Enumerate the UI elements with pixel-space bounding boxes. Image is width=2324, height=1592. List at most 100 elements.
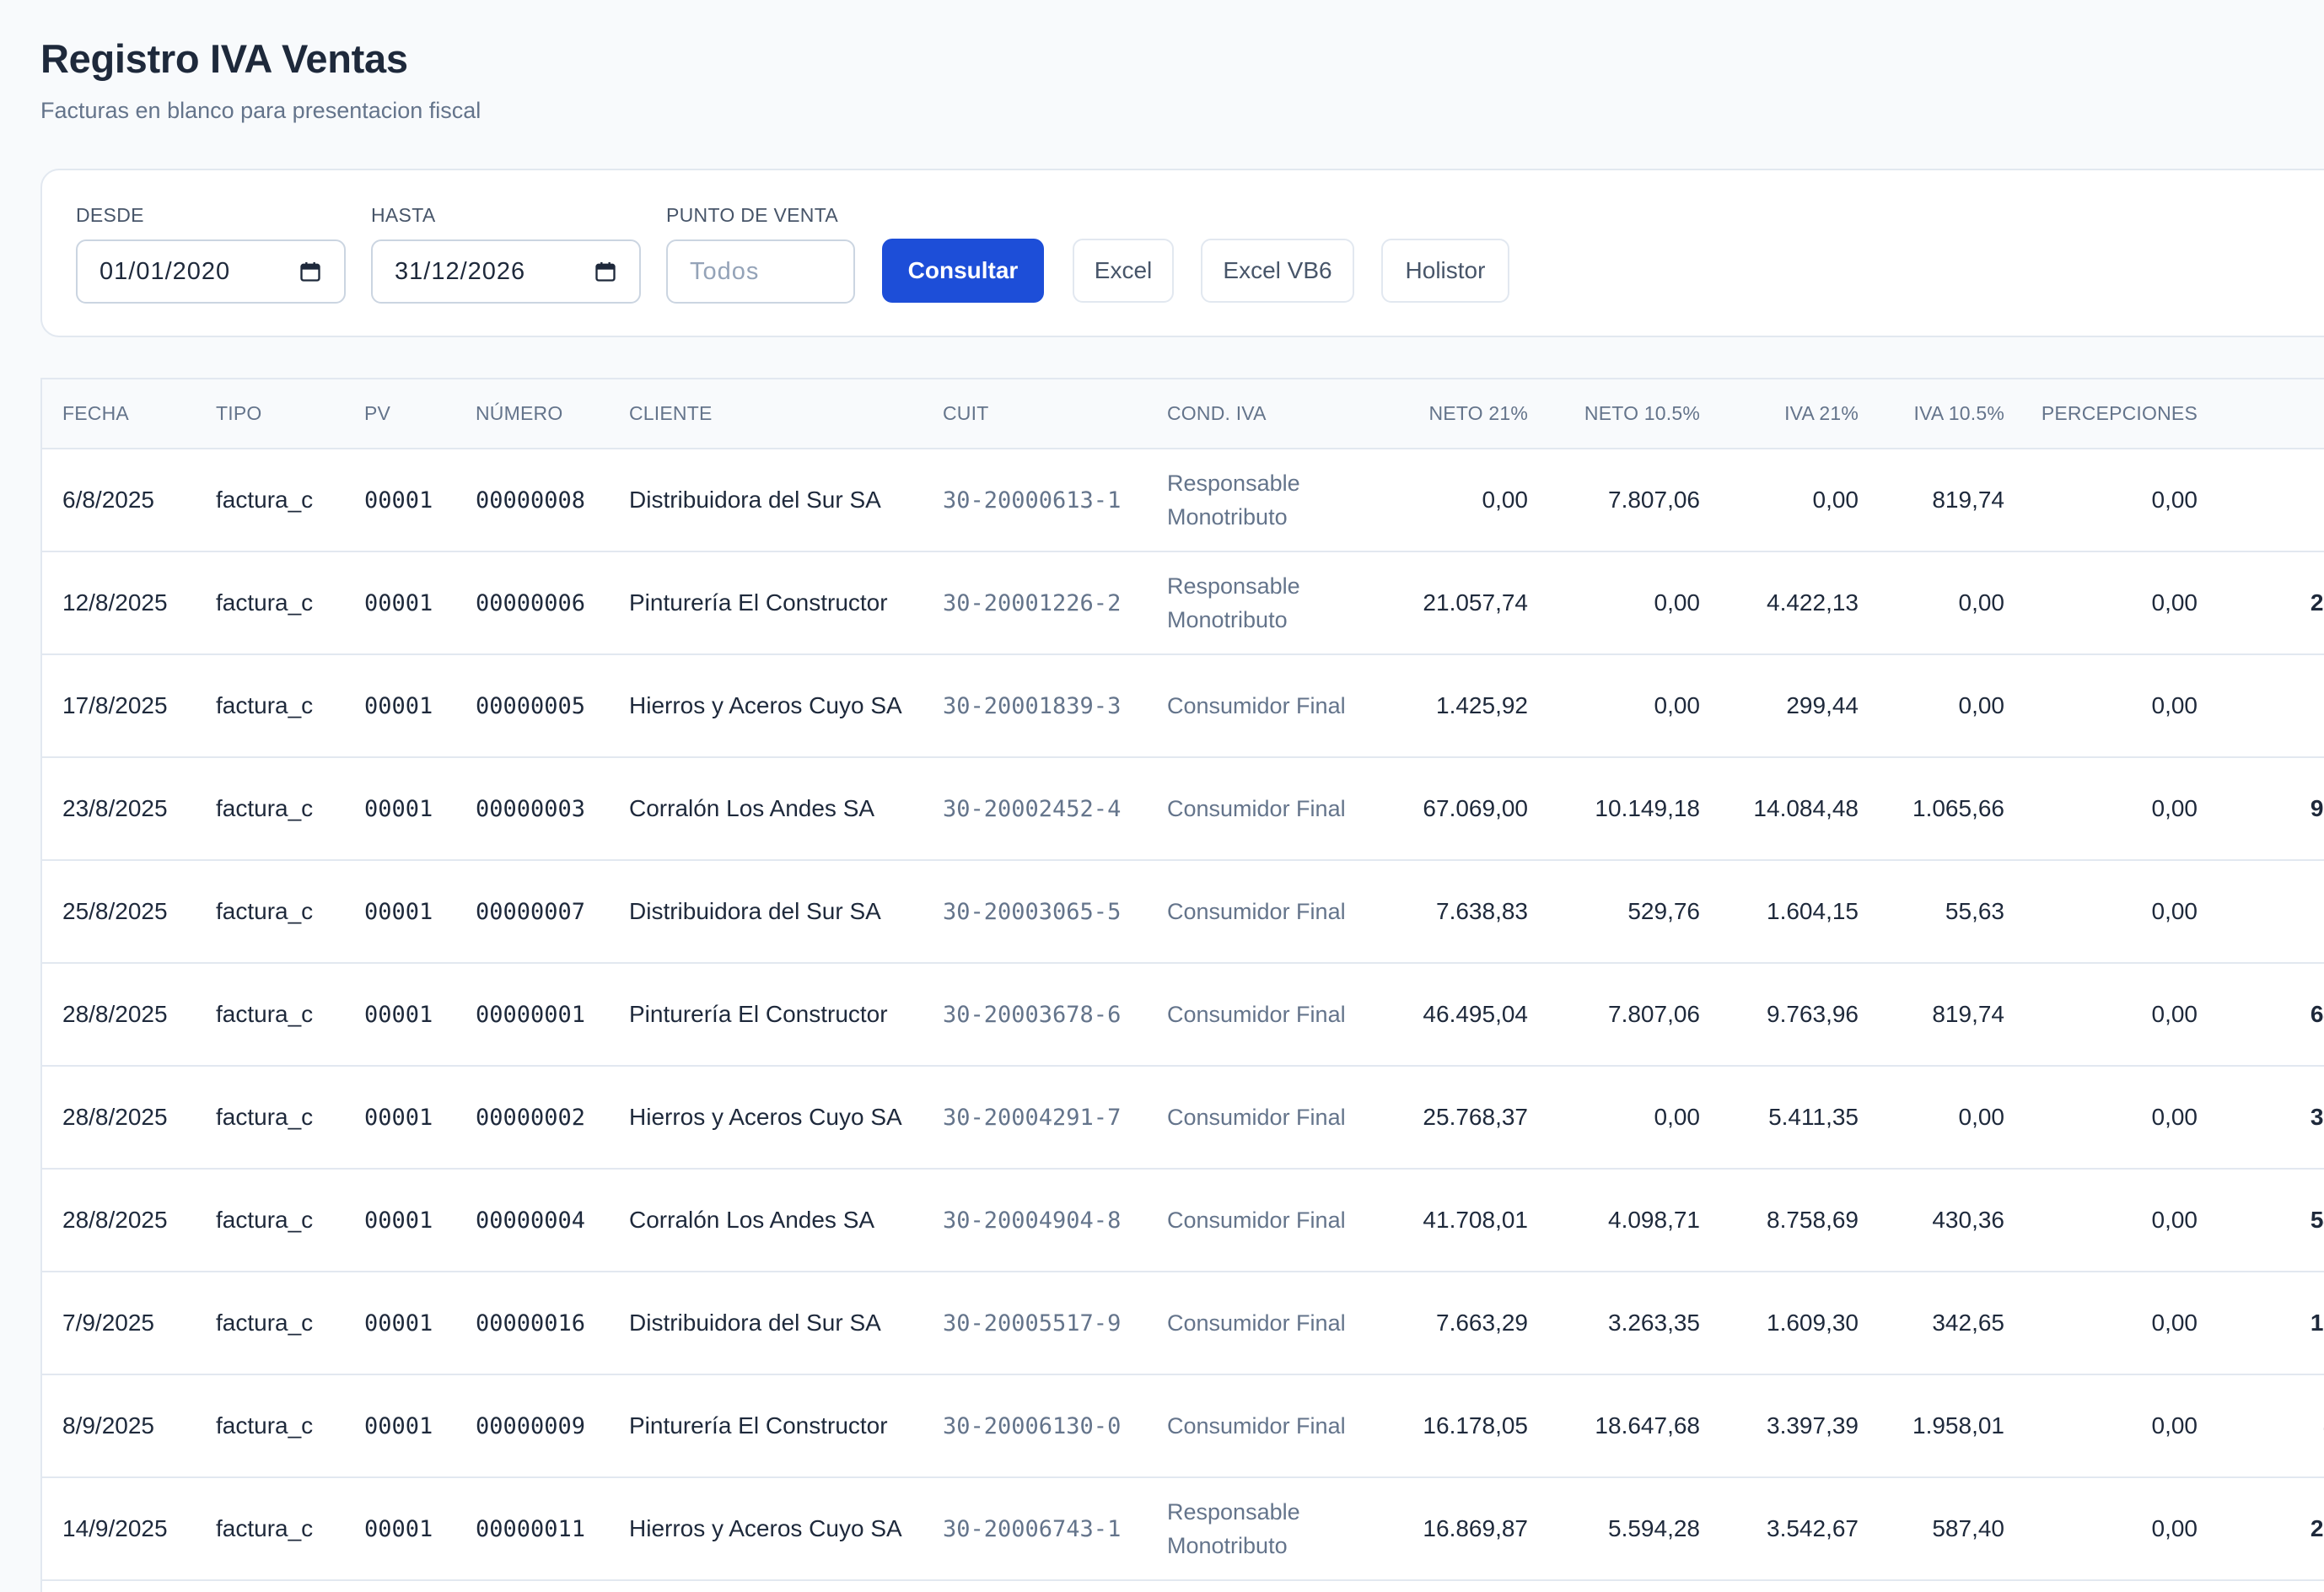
table-row[interactable]: 25/8/2025 factura_c 00001 00000007 Distribui… [42, 860, 2324, 963]
cell-cond-iva: Responsable Monotributo [1167, 573, 1300, 632]
cell-fecha: 28/8/2025 [62, 1207, 168, 1233]
table-row[interactable]: 17/8/2025 factura_c 00001 00000005 Hierros y… [42, 654, 2324, 757]
cell-neto-105: 18.647,68 [1595, 1412, 1700, 1439]
cell-cliente: Hierros y Aceros Cuyo SA [629, 1104, 902, 1130]
cell-pv: 00001 [364, 898, 433, 925]
cell-cuit: 30-20000613-1 [943, 487, 1122, 514]
punto-venta-input[interactable]: Todos [666, 239, 855, 304]
cell-iva-21: 5.411,35 [1768, 1104, 1859, 1130]
excel-vb6-button[interactable]: Excel VB6 [1201, 239, 1354, 303]
cell-neto-105: 10.149,18 [1595, 795, 1700, 821]
cell-cliente: Distribuidora del Sur SA [629, 487, 881, 513]
cell-cuit: 30-20003678-6 [943, 1001, 1122, 1028]
col-cuit[interactable]: CUIT [943, 402, 989, 424]
cell-total: 54.99 [2310, 1207, 2324, 1233]
cell-tipo: factura_c [216, 1310, 314, 1336]
desde-label: DESDE [76, 204, 144, 226]
cell-cond-iva: Consumidor Final [1167, 693, 1346, 718]
cell-neto-105: 529,76 [1627, 898, 1700, 924]
cell-iva-21: 14.084,48 [1753, 795, 1859, 821]
col-tipo[interactable]: TIPO [216, 402, 262, 424]
col-neto-105[interactable]: NETO 10.5% [1584, 402, 1700, 424]
consultar-button[interactable]: Consultar [882, 239, 1044, 303]
cell-percepciones: 0,00 [2151, 1001, 2198, 1027]
col-percepciones[interactable]: PERCEPCIONES [2041, 402, 2198, 424]
desde-date-input[interactable]: 01/01/2020 [76, 239, 346, 304]
cell-cuit: 30-20001226-2 [943, 589, 1122, 616]
table-row[interactable]: 23/8/2025 factura_c 00001 00000003 Corralón … [42, 757, 2324, 860]
cell-percepciones: 0,00 [2151, 1310, 2198, 1336]
cell-cuit: 30-20006130-0 [943, 1412, 1122, 1439]
col-cond-iva[interactable]: COND. IVA [1167, 402, 1267, 424]
cell-numero: 00000002 [476, 1104, 586, 1131]
cell-neto-21: 41.708,01 [1423, 1207, 1528, 1233]
table-row[interactable]: 28/8/2025 factura_c 00001 00000002 Hierros y… [42, 1066, 2324, 1169]
cell-cliente: Pinturería El Constructor [629, 1001, 888, 1027]
cell-total: 9.82 [2198, 860, 2324, 963]
cell-cond-iva: Consumidor Final [1167, 1105, 1346, 1130]
col-numero[interactable]: NÚMERO [476, 402, 563, 424]
table-row[interactable]: 8/9/2025 factura_c 00001 00000009 Pinturería… [42, 1374, 2324, 1477]
cell-iva-21: 4.422,13 [1767, 589, 1859, 616]
table-row[interactable]: 6/8/2025 factura_c 00001 00000008 Distribuid… [42, 449, 2324, 551]
cell-cliente: Pinturería El Constructor [629, 1412, 888, 1439]
cell-cliente: Corralón Los Andes SA [629, 1207, 875, 1233]
hasta-label: HASTA [371, 204, 436, 226]
table-row[interactable]: 14/9/2025 factura_c 00001 00000011 Hierros y… [42, 1477, 2324, 1580]
cell-neto-105: 5.594,28 [1608, 1515, 1700, 1541]
cell-cuit: 30-20006743-1 [943, 1515, 1122, 1542]
cell-cuit: 30-20003065-5 [943, 898, 1122, 925]
col-iva-105[interactable]: IVA 10.5% [1913, 402, 2004, 424]
cell-pv: 00001 [364, 589, 433, 616]
cell-iva-21: 0,00 [1812, 487, 1859, 513]
table-row[interactable]: 7/9/2025 factura_c 00001 00000016 Distribuid… [42, 1272, 2324, 1374]
cell-iva-105: 587,40 [1932, 1515, 2004, 1541]
cell-tipo: factura_c [216, 898, 314, 924]
cell-percepciones: 0,00 [2151, 692, 2198, 718]
excel-button[interactable]: Excel [1073, 239, 1174, 303]
cell-cond-iva: Consumidor Final [1167, 796, 1346, 821]
cell-cliente: Hierros y Aceros Cuyo SA [629, 692, 902, 718]
cell-cliente: Distribuidora del Sur SA [629, 898, 881, 924]
cell-total: 31.17 [2310, 1104, 2324, 1130]
cell-neto-105: 0,00 [1654, 1104, 1701, 1130]
cell-iva-105: 0,00 [1958, 589, 2005, 616]
table-row[interactable]: 12/8/2025 factura_c 00001 00000006 Pinturerí… [42, 551, 2324, 654]
col-cliente[interactable]: CLIENTE [629, 402, 713, 424]
col-pv[interactable]: PV [364, 402, 391, 424]
calendar-icon[interactable] [594, 260, 617, 283]
cell-tipo: factura_c [216, 1207, 314, 1233]
cell-percepciones: 0,00 [2151, 1515, 2198, 1541]
col-neto-21[interactable]: NETO 21% [1428, 402, 1528, 424]
cell-pv: 00001 [364, 1001, 433, 1028]
col-total[interactable]: T [2198, 379, 2324, 449]
cell-numero: 00000001 [476, 1001, 586, 1028]
cell-neto-105: 7.807,06 [1608, 1001, 1700, 1027]
cell-total: 12.87 [2310, 1310, 2324, 1336]
iva-ventas-table: FECHA TIPO PV NÚMERO CLIENTE CUIT COND. … [42, 379, 2324, 1581]
hasta-date-input[interactable]: 31/12/2026 [371, 239, 641, 304]
col-iva-21[interactable]: IVA 21% [1784, 402, 1859, 424]
cell-cond-iva: Consumidor Final [1167, 1413, 1346, 1439]
holistor-button[interactable]: Holistor [1381, 239, 1509, 303]
cell-iva-21: 1.604,15 [1767, 898, 1859, 924]
table-row[interactable]: 28/8/2025 factura_c 00001 00000001 Pinturerí… [42, 963, 2324, 1066]
col-fecha[interactable]: FECHA [62, 402, 129, 424]
cell-cliente: Corralón Los Andes SA [629, 795, 875, 821]
page-subtitle: Facturas en blanco para presentacion fis… [40, 98, 481, 123]
cell-numero: 00000004 [476, 1207, 586, 1234]
punto-venta-placeholder: Todos [690, 257, 760, 285]
cell-cliente: Distribuidora del Sur SA [629, 1310, 881, 1336]
cell-fecha: 28/8/2025 [62, 1104, 168, 1130]
table-row[interactable]: 28/8/2025 factura_c 00001 00000004 Corralón … [42, 1169, 2324, 1272]
punto-venta-field: PUNTO DE VENTA Todos [666, 202, 855, 304]
cell-percepciones: 0,00 [2151, 898, 2198, 924]
cell-cond-iva: Consumidor Final [1167, 1002, 1346, 1027]
calendar-icon[interactable] [299, 260, 322, 283]
cell-tipo: factura_c [216, 1104, 314, 1130]
filter-panel: DESDE 01/01/2020 HASTA 31/12/2026 [40, 169, 2324, 337]
cell-neto-21: 16.178,05 [1423, 1412, 1528, 1439]
cell-cond-iva: Responsable Monotributo [1167, 1499, 1300, 1558]
cell-neto-105: 0,00 [1654, 589, 1701, 616]
cell-percepciones: 0,00 [2151, 1207, 2198, 1233]
